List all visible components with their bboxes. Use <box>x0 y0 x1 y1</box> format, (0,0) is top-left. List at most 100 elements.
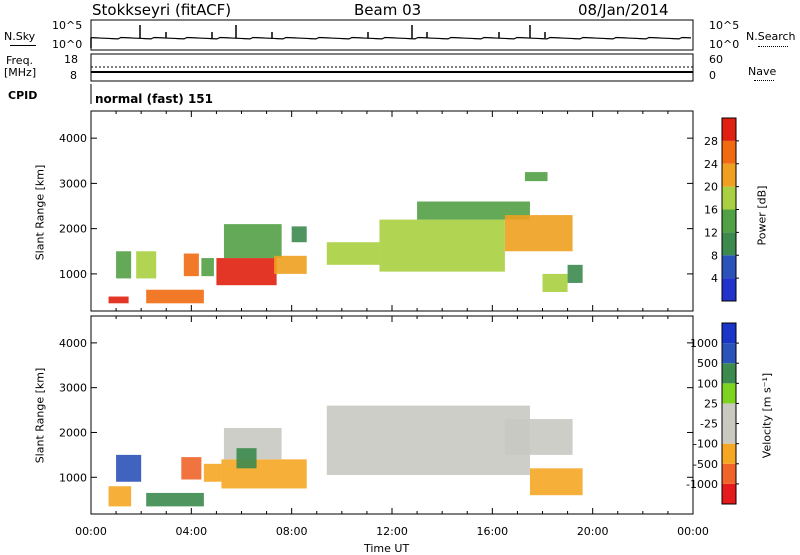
power-colorbar-segment <box>722 140 736 164</box>
power-colorbar-segment <box>722 186 736 210</box>
power-colorbar-tick-label: 16 <box>704 204 718 217</box>
power-colorbar-tick-label: 12 <box>704 226 718 239</box>
time-tick-label: 08:00 <box>276 525 308 538</box>
power-data-region <box>504 215 573 252</box>
power-data-region <box>116 251 132 279</box>
time-axis-title: Time UT <box>364 542 410 555</box>
noise-right-tick-top: 10^5 <box>709 19 740 32</box>
power-ytick-label: 1000 <box>59 268 87 281</box>
power-data-region <box>223 224 282 259</box>
velocity-colorbar-tick-label: 1000 <box>690 337 718 350</box>
time-tick-label: 00:00 <box>75 525 107 538</box>
power-data-region <box>274 255 307 274</box>
nave-tick-top: 60 <box>709 53 723 66</box>
time-tick-label: 20:00 <box>577 525 609 538</box>
velocity-colorbar-frame <box>721 322 737 505</box>
power-data-region <box>379 219 505 272</box>
freq-label-2: [MHz] <box>4 66 37 79</box>
velocity-colorbar-tick-label: 25 <box>704 397 718 410</box>
noise-right-legend-line <box>758 46 788 47</box>
velocity-colorbar-segment <box>722 323 736 344</box>
velocity-data-region <box>221 459 307 489</box>
power-ytick-label: 4000 <box>59 132 87 145</box>
nave-label: Nave <box>748 65 777 78</box>
power-data-region <box>524 172 548 182</box>
velocity-colorbar-segment <box>722 423 736 444</box>
velocity-data-region <box>146 492 204 507</box>
power-data-region <box>291 226 307 243</box>
power-data-region <box>136 251 157 279</box>
velocity-data-region <box>326 405 530 476</box>
power-colorbar-segment <box>722 232 736 256</box>
power-data-region <box>183 253 199 277</box>
freq-tick-top: 18 <box>64 53 78 66</box>
velocity-data-region <box>203 463 222 482</box>
power-ytick-label: 3000 <box>59 177 87 190</box>
velocity-data-region <box>529 468 583 496</box>
noise-panel-frame <box>90 19 694 51</box>
power-colorbar-tick-label: 28 <box>704 135 718 148</box>
velocity-colorbar-segment <box>722 483 736 504</box>
power-panel-frame <box>90 110 694 312</box>
velocity-ytick-label: 4000 <box>59 337 87 350</box>
power-data-region <box>146 289 204 304</box>
velocity-ytick-label: 2000 <box>59 426 87 439</box>
noise-left-tick-bottom: 10^0 <box>52 38 83 51</box>
power-colorbar-tick-label: 20 <box>704 181 718 194</box>
power-data-region <box>201 258 214 277</box>
noise-right-tick-bottom: 10^0 <box>709 38 740 51</box>
power-data-region <box>417 201 530 220</box>
velocity-ytick-label: 1000 <box>59 471 87 484</box>
noise-sky-trace <box>90 36 692 40</box>
time-tick-label: 04:00 <box>175 525 207 538</box>
power-data-region <box>326 242 380 265</box>
power-colorbar-segment <box>722 118 736 141</box>
velocity-data-region <box>236 448 257 469</box>
velocity-colorbar-tick-label: 100 <box>697 377 718 390</box>
velocity-colorbar-tick-label: -500 <box>693 458 718 471</box>
power-colorbar-segment <box>722 255 736 279</box>
velocity-data-region <box>504 419 573 455</box>
nave-tick-bottom: 0 <box>709 69 716 82</box>
power-colorbar-tick-label: 8 <box>711 249 718 262</box>
velocity-data-region <box>116 454 142 482</box>
velocity-colorbar-segment <box>722 443 736 464</box>
time-tick-label: 16:00 <box>476 525 508 538</box>
velocity-colorbar-segment <box>722 403 736 424</box>
velocity-colorbar-segment <box>722 463 736 484</box>
power-data-region <box>108 296 129 304</box>
noise-left-legend-line <box>10 45 36 46</box>
velocity-colorbar-segment <box>722 363 736 384</box>
date-title: 08/Jan/2014 <box>578 1 669 19</box>
freq-label-1: Freq. <box>6 54 34 67</box>
power-colorbar-segment <box>722 209 736 233</box>
noise-right-label: N.Search <box>746 30 796 43</box>
velocity-colorbar-tick-label: -25 <box>700 418 718 431</box>
velocity-colorbar-segment <box>722 343 736 364</box>
station-title: Stokkseyri (fitACF) <box>92 1 232 19</box>
power-colorbar-segment <box>722 163 736 187</box>
time-tick-label: 00:00 <box>677 525 709 538</box>
velocity-colorbar-tick-label: 500 <box>697 357 718 370</box>
noise-left-label: N.Sky <box>4 30 36 43</box>
cpid-label: CPID <box>8 89 38 102</box>
power-data-region <box>567 264 583 283</box>
power-data-region <box>542 273 568 292</box>
power-colorbar-tick-label: 24 <box>704 158 718 171</box>
power-colorbar-segment <box>722 278 736 301</box>
velocity-ytick-label: 3000 <box>59 382 87 395</box>
power-colorbar-tick-label: 4 <box>711 272 718 285</box>
nave-legend-line <box>754 80 774 81</box>
noise-left-tick-top: 10^5 <box>52 19 83 32</box>
freq-tick-bottom: 8 <box>70 69 77 82</box>
velocity-data-region <box>108 486 132 507</box>
velocity-colorbar-tick-label: -100 <box>693 438 718 451</box>
power-ytick-label: 2000 <box>59 223 87 236</box>
power-data-region <box>216 258 277 286</box>
velocity-data-region <box>181 457 202 480</box>
velocity-colorbar-tick-label: -1000 <box>686 478 718 491</box>
beam-title: Beam 03 <box>354 1 422 19</box>
time-tick-label: 12:00 <box>376 525 408 538</box>
cpid-value: normal (fast) 151 <box>95 92 213 106</box>
